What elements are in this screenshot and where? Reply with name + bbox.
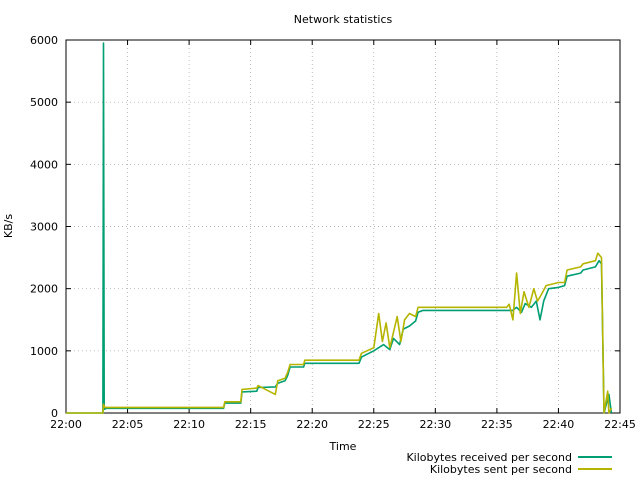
x-tick-label: 22:45 [604, 418, 636, 431]
x-tick-label: 22:15 [235, 418, 267, 431]
y-axis-label: KB/s [2, 214, 15, 238]
x-axis-ticks: 22:00 22:05 22:10 22:15 22:20 22:25 22:30 22:35… [50, 40, 636, 431]
legend-label-sent: Kilobytes sent per second [430, 463, 572, 476]
legend: Kilobytes received per second Kilobytes … [406, 451, 612, 476]
y-tick-label: 0 [51, 407, 58, 420]
legend-label-received: Kilobytes received per second [406, 451, 572, 464]
chart-title: Network statistics [294, 13, 393, 26]
y-axis-ticks: 0 1000 2000 3000 4000 5000 6000 [30, 34, 620, 420]
x-tick-label: 22:40 [543, 418, 575, 431]
y-tick-label: 2000 [30, 283, 58, 296]
y-tick-label: 6000 [30, 34, 58, 47]
x-tick-label: 22:30 [419, 418, 451, 431]
x-tick-label: 22:25 [358, 418, 390, 431]
grid-lines [66, 40, 620, 413]
data-series [66, 42, 613, 414]
x-tick-label: 22:10 [173, 418, 205, 431]
x-axis-label: Time [329, 440, 357, 453]
x-tick-label: 22:05 [112, 418, 144, 431]
y-tick-label: 4000 [30, 158, 58, 171]
y-tick-label: 3000 [30, 221, 58, 234]
x-tick-label: 22:00 [50, 418, 82, 431]
series-line-sent [66, 252, 613, 414]
x-tick-label: 22:35 [481, 418, 513, 431]
x-tick-label: 22:20 [296, 418, 328, 431]
y-tick-label: 1000 [30, 345, 58, 358]
y-tick-label: 5000 [30, 96, 58, 109]
